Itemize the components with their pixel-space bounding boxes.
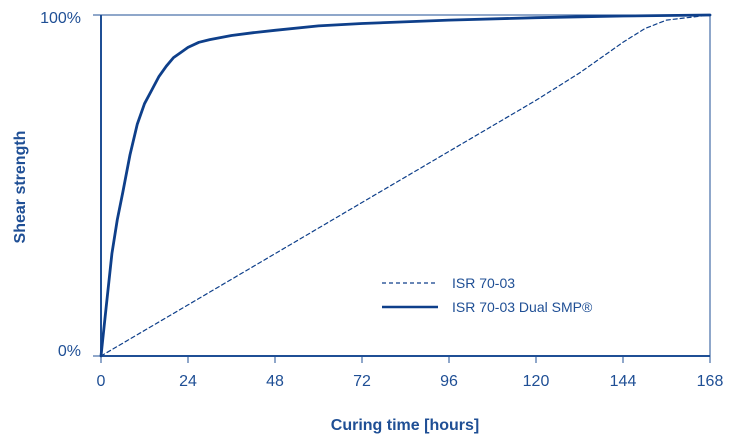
series-line-isr-70-03 [100, 14, 711, 357]
x-tick-label: 144 [610, 373, 637, 390]
x-tick-label: 120 [523, 373, 550, 390]
series-line-isr-70-03-dual-smp [99, 13, 712, 358]
y-tick-label: 100% [40, 10, 81, 27]
x-tick-label: 24 [179, 373, 197, 390]
plot-border [100, 14, 711, 357]
x-tick-label: 48 [266, 373, 284, 390]
chart-series [99, 13, 712, 358]
x-tick-label: 0 [97, 373, 106, 390]
x-tick-label: 96 [440, 373, 458, 390]
legend: ISR 70-03 ISR 70-03 Dual SMP® [382, 275, 593, 315]
legend-label-isr-70-03-dual-smp: ISR 70-03 Dual SMP® [452, 299, 593, 315]
x-tick-label: 72 [353, 373, 371, 390]
y-tick-label: 0% [58, 343, 81, 360]
x-axis-title: Curing time [hours] [331, 417, 479, 434]
x-tick-label: 168 [697, 373, 724, 390]
plot-frame [100, 14, 711, 357]
legend-label-isr-70-03: ISR 70-03 [452, 275, 515, 291]
y-axis-ticks: 0% 100% [40, 10, 101, 360]
x-axis-ticks: 0 24 48 72 96 120 144 168 [97, 356, 724, 390]
y-axis-title: Shear strength [12, 131, 29, 244]
